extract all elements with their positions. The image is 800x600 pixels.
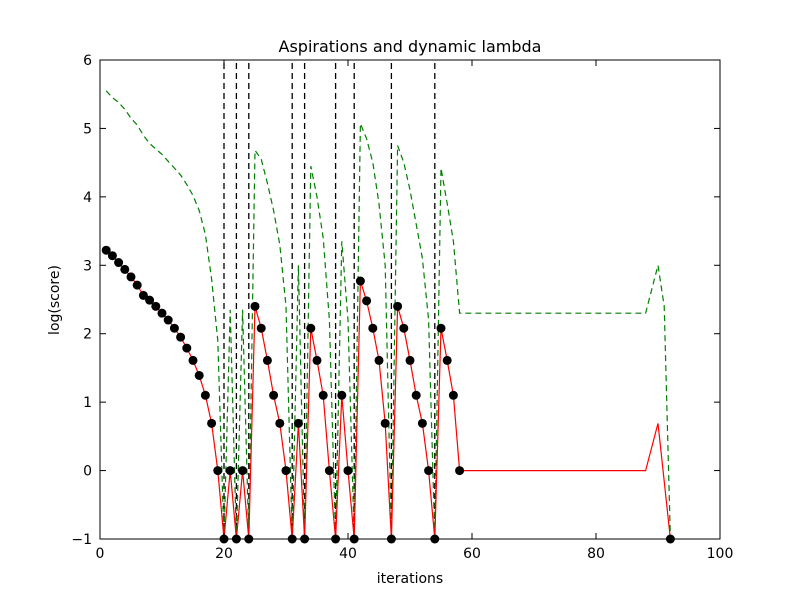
score-point-57 — [455, 466, 465, 476]
score-point-20 — [225, 466, 235, 476]
x-tick-label-2: 40 — [339, 546, 357, 562]
plot-frame — [99, 59, 721, 540]
y-tick-label-2: 1 — [83, 395, 92, 411]
score-point-6 — [138, 290, 148, 300]
x-tick-label-0: 0 — [96, 546, 105, 562]
score-point-11 — [169, 323, 179, 333]
y-tick-label-6: 5 — [83, 121, 92, 137]
score-point-22 — [238, 466, 248, 476]
score-point-12 — [176, 332, 186, 342]
score-point-55 — [442, 355, 452, 365]
score-point-18 — [213, 466, 223, 476]
score-point-13 — [182, 343, 192, 353]
score-point-47 — [393, 301, 403, 311]
y-axis-label: log(score) — [47, 265, 63, 335]
score-point-1 — [107, 251, 117, 261]
y-tick-label-5: 4 — [83, 190, 92, 206]
x-tick-label-3: 60 — [463, 546, 481, 562]
score-point-51 — [417, 418, 427, 428]
score-point-5 — [132, 280, 142, 290]
y-tick-label-4: 3 — [83, 258, 92, 274]
score-point-34 — [312, 355, 322, 365]
score-point-27 — [269, 390, 279, 400]
y-tick-label-3: 2 — [83, 327, 92, 343]
score-point-25 — [256, 323, 266, 333]
score-point-44 — [374, 355, 384, 365]
y-tick-label-7: 6 — [83, 53, 92, 69]
x-tick-label-5: 100 — [707, 546, 734, 562]
x-axis-label: iterations — [377, 571, 443, 587]
score-point-14 — [188, 355, 198, 365]
score-point-48 — [399, 323, 409, 333]
score-point-45 — [380, 418, 390, 428]
score-point-50 — [411, 390, 421, 400]
score-point-33 — [306, 323, 316, 333]
score-point-4 — [126, 272, 136, 282]
score-point-2 — [114, 258, 124, 268]
score-point-41 — [355, 276, 365, 286]
score-point-54 — [436, 323, 446, 333]
score-point-15 — [194, 370, 204, 380]
chart-title: Aspirations and dynamic lambda — [279, 37, 542, 56]
score-point-38 — [337, 390, 347, 400]
score-point-26 — [262, 355, 272, 365]
aspiration-line — [105, 90, 671, 540]
score-point-8 — [151, 301, 161, 311]
score-point-52 — [424, 466, 434, 476]
score-point-7 — [145, 295, 155, 305]
score-point-24 — [250, 301, 260, 311]
score-point-42 — [362, 296, 372, 306]
score-point-28 — [275, 418, 285, 428]
score-point-35 — [318, 390, 328, 400]
y-tick-label-0: −1 — [71, 532, 92, 548]
x-tick-label-4: 80 — [587, 546, 605, 562]
score-point-36 — [324, 466, 334, 476]
score-point-3 — [120, 264, 130, 274]
score-point-0 — [101, 245, 111, 255]
score-point-31 — [293, 418, 303, 428]
score-point-29 — [281, 466, 291, 476]
score-point-39 — [343, 466, 353, 476]
score-point-16 — [200, 390, 210, 400]
y-tick-label-1: 0 — [83, 464, 92, 480]
score-point-56 — [448, 390, 458, 400]
x-tick-label-1: 20 — [215, 546, 233, 562]
score-point-17 — [207, 418, 217, 428]
score-point-49 — [405, 355, 415, 365]
score-point-9 — [157, 308, 167, 318]
score-point-43 — [368, 323, 378, 333]
score-point-10 — [163, 315, 173, 325]
